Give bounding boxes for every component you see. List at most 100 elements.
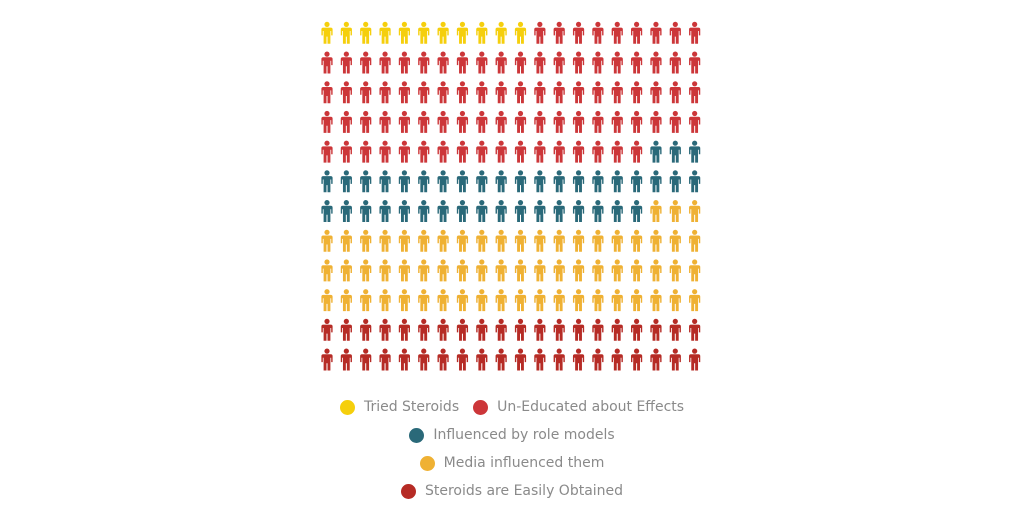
person-icon [689,81,701,104]
legend-item[interactable]: Tried Steroids [339,399,459,415]
person-icon [650,51,662,74]
person-icon [553,140,565,163]
person-icon [476,318,488,341]
person-icon [592,289,604,312]
person-icon [340,289,352,312]
person-icon [456,110,469,133]
person-icon [360,51,372,74]
person-icon [689,229,701,252]
person-icon [379,289,391,312]
person-icon [631,348,643,371]
person-icon [534,170,546,193]
person-icon [553,259,565,282]
person-icon [456,259,469,282]
person-icon [611,259,623,282]
legend-row: Media influenced them [419,452,605,474]
person-icon [689,318,701,341]
person-icon [592,140,604,163]
person-icon [689,51,701,74]
person-icon [631,170,643,193]
legend-label: Media influenced them [443,455,605,471]
person-icon [650,21,662,44]
person-icon [631,140,643,163]
person-icon [534,348,546,371]
person-icon [340,348,352,371]
person-icon [437,51,449,74]
person-icon [418,140,430,163]
person-icon [398,259,410,282]
person-icon [398,170,410,193]
person-icon [476,81,488,104]
person-icon [650,110,662,133]
person-icon [650,259,662,282]
person-icon [398,81,410,104]
person-icon [669,289,681,312]
person-icon [611,200,623,222]
person-icon [534,200,546,222]
person-icon [321,229,333,252]
person-icon [669,81,681,104]
legend-item[interactable]: Steroids are Easily Obtained [400,483,623,499]
person-icon [611,81,623,104]
person-icon [572,110,585,133]
person-icon [398,51,410,74]
legend-swatch [419,455,435,471]
person-icon [592,348,604,371]
person-icon [611,110,623,133]
person-icon [495,259,507,282]
person-icon [534,81,546,104]
person-icon [495,170,507,193]
person-icon [669,259,681,282]
person-icon [611,229,623,252]
person-icon [572,348,585,371]
person-icon [650,289,662,312]
person-icon [553,170,565,193]
person-icon [398,348,410,371]
person-icon [514,289,527,312]
person-icon [340,21,352,44]
person-icon [398,21,410,44]
person-icon [553,110,565,133]
person-icon [456,51,469,74]
person-icon [379,200,391,222]
person-icon [398,229,410,252]
person-icon [514,170,527,193]
person-icon [379,140,391,163]
person-icon [360,170,372,193]
person-icon [592,21,604,44]
person-icon [669,229,681,252]
person-icon [456,318,469,341]
legend-item[interactable]: Media influenced them [419,455,605,471]
person-icon [592,110,604,133]
person-icon [398,200,410,222]
person-icon [650,170,662,193]
person-icon [340,259,352,282]
legend-swatch [339,399,355,415]
legend-item[interactable]: Un-Educated about Effects [473,399,684,415]
person-icon [379,170,391,193]
person-icon [476,170,488,193]
person-icon [514,318,527,341]
person-icon [631,21,643,44]
person-icon [631,110,643,133]
person-icon [592,229,604,252]
person-icon [456,170,469,193]
person-icon [379,81,391,104]
person-icon [321,140,333,163]
person-icon [534,318,546,341]
person-icon [340,318,352,341]
person-icon [592,81,604,104]
legend-label: Influenced by role models [433,427,615,443]
person-icon [418,289,430,312]
person-icon [321,348,333,371]
person-icon [572,229,585,252]
person-icon [456,229,469,252]
person-icon [669,170,681,193]
person-icon [534,259,546,282]
person-icon [669,200,681,222]
person-icon [631,289,643,312]
person-icon [514,348,527,371]
person-icon [572,318,585,341]
person-icon [689,140,701,163]
legend-item[interactable]: Influenced by role models [409,427,615,443]
